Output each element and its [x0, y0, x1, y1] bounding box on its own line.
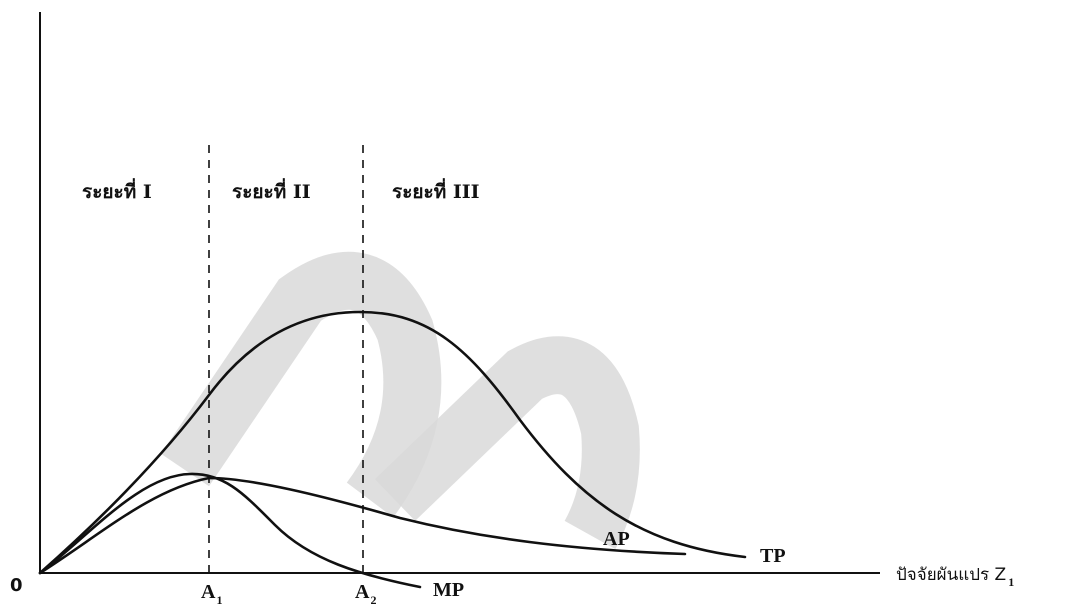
- origin-label: 0: [10, 575, 23, 596]
- x-axis-title-text: ปัจจัยผันแปร Z: [896, 565, 1006, 585]
- x-axis-title-subscript: 1: [1008, 575, 1014, 589]
- mp-curve: [38, 472, 422, 589]
- mp-label: MP: [433, 579, 464, 601]
- a1-label: A1: [201, 581, 222, 607]
- a1-subscript: 1: [216, 593, 222, 607]
- stage-label-2: ระยะที่ II: [232, 178, 311, 203]
- ap-label: AP: [603, 528, 630, 550]
- ap-curve: [38, 476, 687, 575]
- watermark: [160, 251, 640, 550]
- a2-label: A2: [355, 581, 376, 607]
- a2-subscript: 2: [370, 593, 376, 607]
- tp-label: TP: [760, 545, 786, 567]
- tp-curve: [38, 310, 747, 575]
- watermark-shape-1: [160, 251, 442, 518]
- a1-letter: A: [201, 581, 216, 603]
- watermark-shape-2: [374, 336, 640, 550]
- stage-label-3: ระยะที่ III: [392, 178, 480, 203]
- a2-letter: A: [355, 581, 370, 603]
- stage-label-1: ระยะที่ I: [82, 178, 152, 203]
